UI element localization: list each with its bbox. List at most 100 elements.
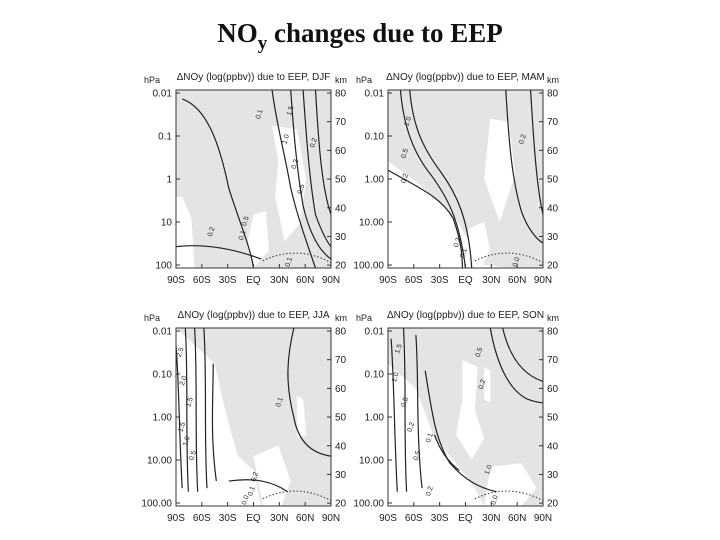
latitude-tick-label: 90N — [322, 513, 340, 524]
altitude-tick-label: 20 — [335, 261, 347, 272]
altitude-tick-label: 40 — [335, 203, 347, 214]
contour-line — [195, 328, 198, 492]
contour-label: 0.2 — [291, 158, 301, 170]
contour-label: 0.1 — [247, 485, 257, 497]
latitude-tick-label: 60S — [193, 275, 211, 286]
latitude-tick-label: 30S — [431, 275, 449, 286]
altitude-tick-label: 30 — [547, 470, 559, 481]
panel-title: ΔNOy (log(ppbv)) due to EEP, MAM — [386, 72, 545, 83]
contour-label: 1.5 — [286, 105, 296, 117]
right-axis-label: km — [547, 313, 559, 323]
contour-line — [204, 328, 207, 488]
pressure-tick-label: 0.10 — [365, 370, 385, 381]
altitude-tick-label: 30 — [335, 232, 347, 243]
left-axis-label: hPa — [356, 75, 372, 85]
contour-label: 2.0 — [179, 375, 189, 387]
contour-line-negative — [475, 253, 543, 263]
contour-label: 0.0 — [490, 494, 500, 506]
unshaded-region — [484, 367, 491, 403]
contour-line — [176, 346, 182, 488]
contour-label: 0.2 — [207, 226, 217, 238]
contour-line — [303, 90, 331, 247]
contour-label: 0.5 — [475, 347, 485, 359]
panel-title: ΔNOy (log(ppbv)) due to EEP, SON — [387, 310, 544, 321]
altitude-tick-label: 70 — [547, 355, 559, 366]
contour-line-negative — [475, 491, 543, 501]
contour-line — [291, 90, 331, 259]
latitude-tick-label: EQ — [458, 275, 473, 286]
contour-label: 1.0 — [484, 464, 494, 476]
altitude-tick-label: 20 — [547, 261, 559, 272]
contour-line — [506, 90, 543, 243]
altitude-tick-label: 60 — [547, 384, 559, 395]
latitude-tick-label: 90S — [379, 275, 397, 286]
contour-label: 1.0 — [391, 372, 401, 384]
pressure-tick-label: 10.00 — [359, 218, 384, 229]
altitude-tick-label: 80 — [335, 327, 347, 338]
unshaded-region — [247, 211, 269, 268]
contour-label: 0.0 — [512, 256, 522, 268]
pressure-tick-label: 100.00 — [353, 499, 384, 510]
latitude-tick-label: 90N — [322, 275, 340, 286]
contour-label: 0.1 — [459, 247, 469, 259]
pressure-tick-label: 0.1 — [158, 132, 172, 143]
contour-line-negative — [263, 491, 331, 501]
altitude-tick-label: 60 — [547, 146, 559, 157]
contour-line — [229, 480, 288, 492]
title-rest: changes due to EEP — [267, 18, 503, 48]
contour-line — [272, 90, 315, 268]
contour-label: 1.5 — [185, 396, 195, 408]
contour-label: 1.5 — [177, 421, 187, 433]
pressure-tick-label: 1 — [166, 175, 172, 186]
latitude-tick-label: 30S — [219, 513, 237, 524]
latitude-tick-label: 60N — [296, 275, 314, 286]
altitude-tick-label: 70 — [335, 355, 347, 366]
right-axis-label: km — [547, 75, 559, 85]
panel-plot-area — [176, 328, 331, 506]
contour-label: 0.2 — [250, 471, 260, 483]
contour-line — [410, 90, 472, 268]
pressure-tick-label: 10.00 — [359, 456, 384, 467]
contour-line — [425, 371, 496, 492]
unshaded-region — [465, 221, 491, 268]
contour-label: 0.5 — [400, 396, 410, 408]
contour-label: 0.1 — [425, 432, 435, 444]
unshaded-region — [484, 118, 516, 222]
pressure-tick-label: 0.10 — [365, 132, 385, 143]
panel-1: 0.1 0.2 0.5 1.0 1.5 0.2 0.5 0.2 0.1 0.1 ΔNOy (log(… — [144, 72, 347, 286]
pressure-tick-label: 0.01 — [365, 327, 385, 338]
contour-line — [212, 364, 216, 481]
latitude-tick-label: 30S — [431, 513, 449, 524]
contour-label: 0.5 — [297, 183, 307, 195]
contour-line — [490, 328, 543, 403]
panel-plot-area — [176, 90, 331, 268]
altitude-tick-label: 70 — [547, 117, 559, 128]
latitude-tick-label: 90S — [167, 513, 185, 524]
contour-label: 1.5 — [394, 343, 404, 355]
altitude-tick-label: 40 — [335, 441, 347, 452]
latitude-tick-label: 90N — [534, 275, 552, 286]
contour-label: 0.5 — [413, 450, 423, 462]
altitude-tick-label: 50 — [547, 413, 559, 424]
title-subscript: y — [257, 33, 268, 54]
latitude-tick-label: 60N — [508, 513, 526, 524]
contour-line — [503, 328, 543, 381]
altitude-tick-label: 20 — [335, 499, 347, 510]
contour-label: 1.0 — [403, 116, 413, 128]
latitude-tick-label: 90S — [167, 275, 185, 286]
altitude-tick-label: 60 — [335, 384, 347, 395]
altitude-tick-label: 50 — [547, 175, 559, 186]
right-axis-label: km — [335, 75, 347, 85]
contour-line — [391, 339, 397, 492]
unshaded-region — [296, 395, 307, 439]
latitude-tick-label: 90S — [379, 513, 397, 524]
contour-label: 0.1 — [238, 230, 248, 242]
latitude-tick-label: 30N — [482, 275, 500, 286]
pressure-tick-label: 0.10 — [153, 370, 173, 381]
contour-label: 0.2 — [309, 137, 319, 149]
contour-line — [288, 328, 331, 456]
panel-4: 1.5 1.0 0.5 0.2 0.1 1.0 0.5 0.2 0.5 0.2 0.0 ΔNOy (l… — [353, 310, 559, 524]
contour-label: 0.2 — [407, 421, 417, 433]
